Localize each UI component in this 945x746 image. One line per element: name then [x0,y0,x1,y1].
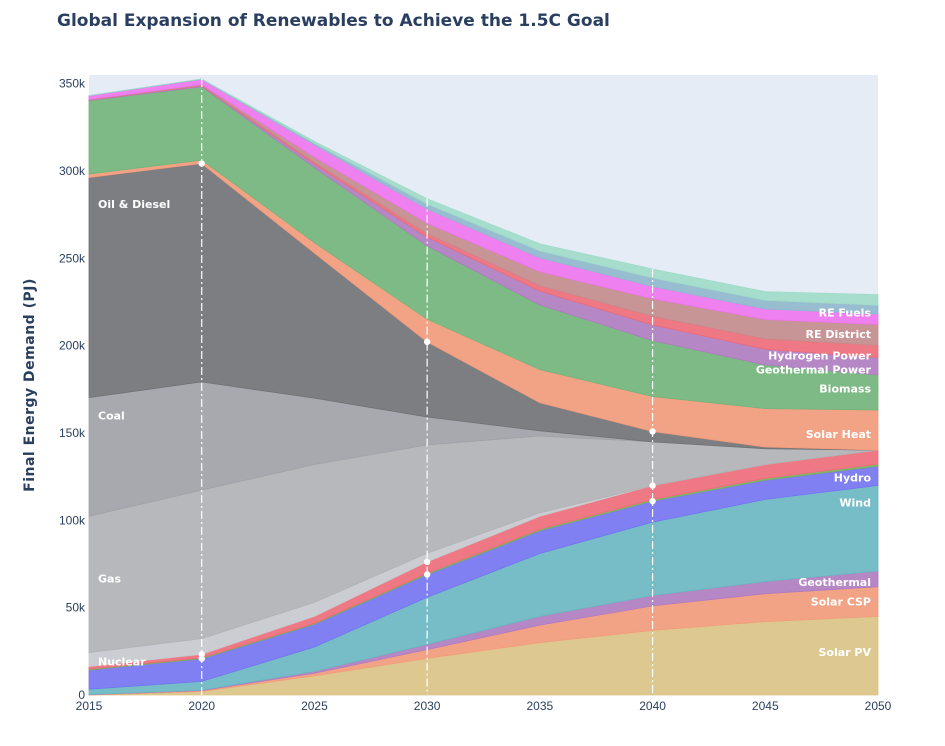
series-label: RE Fuels [819,307,872,320]
series-label: Gas [98,572,121,585]
series-label: Solar CSP [811,596,871,609]
year-markers [198,79,656,695]
chart-title: Global Expansion of Renewables to Achiev… [57,11,610,31]
y-tick-label: 300k [59,164,86,178]
y-axis-label: Final Energy Demand (PJ) [22,278,38,492]
series-label: Hydro [834,472,872,485]
series-label: Geothermal Power [756,363,872,376]
x-axis-ticks: 2015 2020 2025 2030 2035 2040 2045 2050 [76,699,892,713]
area-series-18 [88,78,879,306]
y-tick-label: 0 [78,688,85,702]
series-label: RE District [806,328,872,341]
marker-dot-2030-4 [423,571,431,578]
y-tick-label: 250k [59,251,86,265]
series-label: Nuclear [98,656,146,669]
x-tick-label: 2030 [414,699,441,713]
series-label: Geothermal [798,576,871,589]
x-tick-label: 2040 [639,699,666,713]
y-tick-label: 350k [59,77,86,91]
series-label: Wind [839,497,871,510]
series-label: Biomass [819,382,871,395]
marker-dot-2030-6 [423,558,431,566]
y-tick-label: 200k [59,339,86,353]
x-tick-label: 2035 [527,699,554,713]
area-series [88,78,879,696]
series-label: Solar Heat [806,428,871,441]
marker-dot-2020-10 [198,160,205,167]
marker-dot-2020-6 [198,651,205,658]
marker-dot-2040-4 [649,497,656,505]
marker-dot-2030-10 [423,338,431,346]
series-labels: Solar PV Solar CSP Geothermal Wind Hydro Nucl… [98,198,872,669]
y-tick-label: 100k [59,513,86,527]
y-tick-label: 150k [59,426,86,440]
x-tick-label: 2050 [865,699,892,713]
series-label: Hydrogen Power [768,349,871,362]
series-label: Coal [98,409,125,422]
y-tick-label: 50k [66,601,86,615]
x-tick-label: 2025 [301,699,328,713]
series-label: Solar PV [818,646,871,659]
y-axis-ticks: 0 50k 100k 150k 200k 250k 300k 350k [59,77,86,702]
x-tick-label: 2015 [76,699,103,713]
series-label: Oil & Diesel [98,198,170,211]
x-tick-label: 2020 [188,699,215,713]
marker-dot-2040-6 [649,482,656,489]
marker-dot-2040-10 [649,428,656,435]
x-tick-label: 2045 [752,699,779,713]
